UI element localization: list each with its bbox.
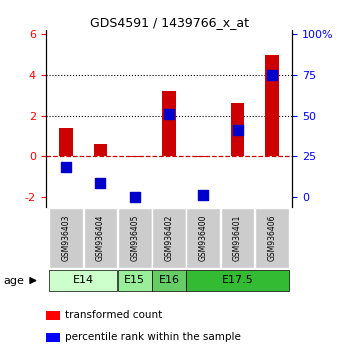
Bar — [152, 208, 186, 268]
Point — [64, 165, 69, 170]
Bar — [221, 208, 254, 268]
Text: GSM936403: GSM936403 — [62, 215, 71, 261]
Bar — [152, 270, 186, 291]
Text: transformed count: transformed count — [65, 310, 163, 320]
Bar — [49, 270, 117, 291]
Bar — [49, 208, 83, 268]
Text: GSM936401: GSM936401 — [233, 215, 242, 261]
Bar — [46, 333, 61, 342]
Text: E14: E14 — [73, 275, 94, 285]
Bar — [46, 311, 61, 320]
Text: percentile rank within the sample: percentile rank within the sample — [65, 332, 241, 342]
Text: GSM936405: GSM936405 — [130, 215, 139, 261]
Bar — [59, 128, 73, 156]
Text: GSM936402: GSM936402 — [165, 215, 173, 261]
Text: E15: E15 — [124, 275, 145, 285]
Bar — [265, 55, 279, 156]
Point — [98, 180, 103, 185]
Bar — [255, 208, 289, 268]
Text: age: age — [3, 275, 24, 286]
Bar — [231, 103, 244, 156]
Bar — [118, 208, 151, 268]
Point — [269, 72, 274, 78]
Text: E16: E16 — [159, 275, 179, 285]
Bar — [162, 91, 176, 156]
Bar — [84, 208, 117, 268]
Bar — [118, 270, 151, 291]
Text: GSM936400: GSM936400 — [199, 215, 208, 261]
Text: GDS4591 / 1439766_x_at: GDS4591 / 1439766_x_at — [90, 16, 248, 29]
Point — [166, 111, 172, 116]
Bar — [94, 144, 107, 156]
Point — [235, 127, 240, 133]
Text: GSM936404: GSM936404 — [96, 215, 105, 261]
Text: GSM936406: GSM936406 — [267, 215, 276, 261]
Point — [200, 192, 206, 198]
Bar — [128, 156, 142, 157]
Point — [132, 194, 138, 200]
Bar — [196, 156, 210, 157]
Bar — [187, 208, 220, 268]
Bar — [187, 270, 289, 291]
Text: E17.5: E17.5 — [222, 275, 254, 285]
